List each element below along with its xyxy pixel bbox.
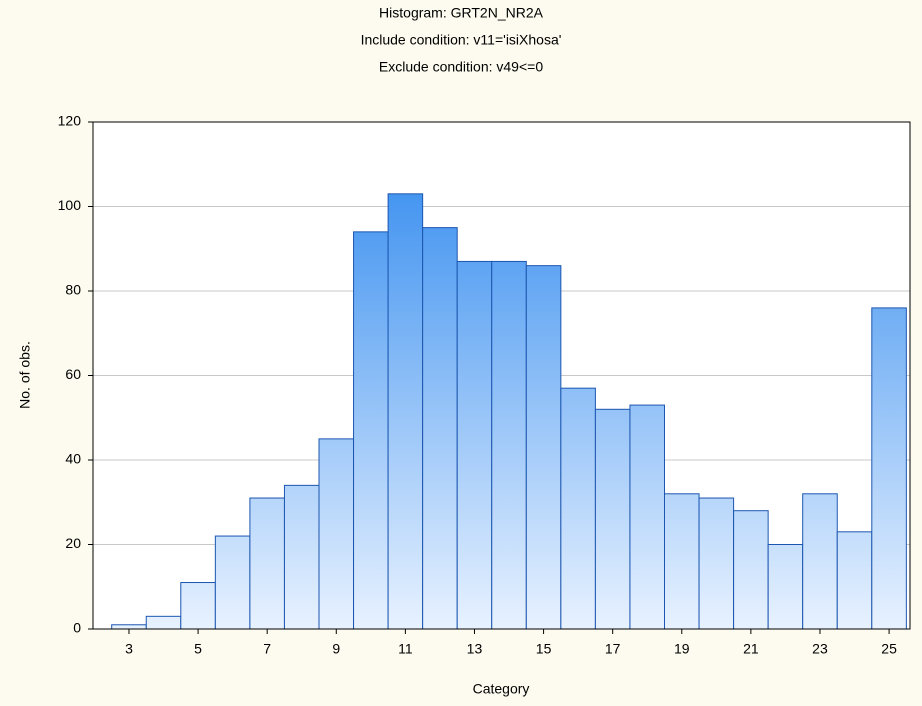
bar	[698, 497, 735, 630]
y-tick-label: 80	[65, 282, 81, 298]
bar	[283, 484, 320, 630]
bar	[318, 438, 355, 630]
y-tick-label: 0	[73, 620, 81, 636]
x-tick-label: 17	[605, 641, 621, 657]
chart-subtitle: Exclude condition: v49<=0	[379, 59, 543, 75]
x-tick-label: 23	[812, 641, 828, 657]
bar	[456, 260, 493, 630]
x-tick-label: 15	[536, 641, 552, 657]
x-tick-label: 7	[263, 641, 271, 657]
x-tick-label: 5	[194, 641, 202, 657]
bar	[733, 510, 769, 630]
bar	[594, 408, 631, 630]
x-tick-label: 11	[398, 641, 413, 657]
y-tick-label: 40	[65, 451, 81, 467]
bar	[767, 544, 804, 630]
x-axis-label: Category	[473, 681, 530, 697]
bar	[353, 231, 389, 630]
bar	[664, 493, 700, 630]
y-axis-label: No. of obs.	[17, 341, 33, 409]
x-tick-label: 9	[332, 641, 340, 657]
y-tick-label: 60	[65, 366, 81, 382]
x-tick-label: 21	[743, 641, 759, 657]
chart-title: Histogram: GRT2N_NR2A	[379, 5, 544, 21]
x-tick-label: 3	[125, 641, 133, 657]
bar	[422, 227, 458, 630]
y-tick-label: 20	[65, 535, 81, 551]
x-tick-label: 19	[674, 641, 690, 657]
x-tick-label: 25	[881, 641, 897, 657]
bar	[871, 307, 907, 630]
plot-frame	[92, 121, 911, 630]
y-tick-label: 100	[58, 197, 82, 213]
bar	[491, 260, 527, 630]
bar	[214, 535, 251, 630]
bar	[145, 615, 182, 630]
chart-subtitle: Include condition: v11='isiXhosa'	[361, 32, 562, 48]
bar	[111, 624, 147, 630]
bar	[836, 531, 873, 630]
bar	[525, 265, 562, 630]
bar	[560, 387, 596, 630]
y-tick-label: 120	[58, 113, 82, 129]
bar	[180, 582, 216, 630]
bar	[387, 193, 424, 630]
bar	[629, 404, 666, 630]
bar	[802, 493, 838, 630]
bar	[249, 497, 285, 630]
x-tick-label: 13	[467, 641, 483, 657]
